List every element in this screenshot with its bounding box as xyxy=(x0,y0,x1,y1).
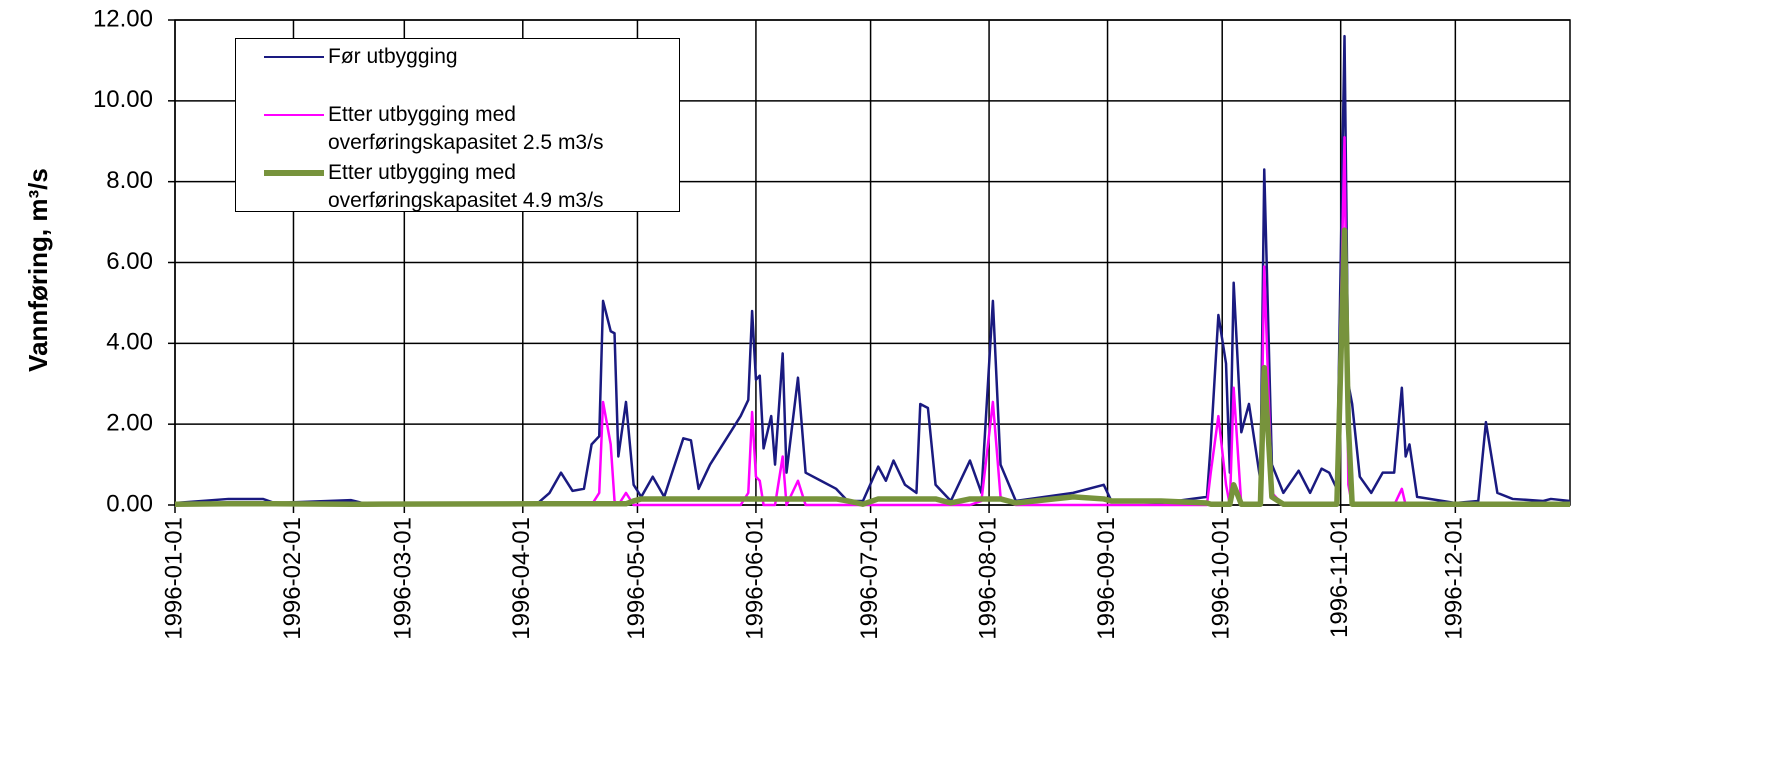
legend: Før utbygging Etter utbygging med overfør… xyxy=(235,38,680,212)
x-tick-label: 1996-04-01 xyxy=(508,517,535,640)
series-line xyxy=(174,227,1570,507)
legend-label: Etter utbygging med overføringskapasitet… xyxy=(328,161,604,212)
x-tick-label: 1996-07-01 xyxy=(856,517,883,640)
y-tick-label: 10.00 xyxy=(93,86,153,113)
y-tick-label: 4.00 xyxy=(106,329,153,356)
legend-label: Etter utbygging med overføringskapasitet… xyxy=(328,103,604,154)
legend-swatch xyxy=(264,170,324,176)
x-tick-label: 1996-05-01 xyxy=(623,517,650,640)
x-tick-label: 1996-09-01 xyxy=(1093,517,1120,640)
y-axis-title: Vannføring, m³/s xyxy=(23,168,53,372)
series-line xyxy=(174,34,1571,506)
x-tick-label: 1996-03-01 xyxy=(390,517,417,640)
x-tick-label: 1996-11-01 xyxy=(1326,517,1353,638)
y-tick-label: 8.00 xyxy=(106,167,153,194)
legend-label: Før utbygging xyxy=(328,45,458,68)
x-tick-label: 1996-08-01 xyxy=(974,517,1001,640)
x-tick-label: 1996-02-01 xyxy=(279,517,306,640)
y-tick-label: 12.00 xyxy=(93,5,153,32)
legend-swatch xyxy=(264,55,324,59)
x-tick-label: 1996-12-01 xyxy=(1441,517,1468,640)
legend-swatch xyxy=(264,113,324,117)
y-tick-label: 0.00 xyxy=(106,490,153,517)
y-tick-label: 2.00 xyxy=(106,410,153,437)
x-tick-label: 1996-01-01 xyxy=(160,517,187,640)
x-tick-label: 1996-06-01 xyxy=(741,517,768,640)
y-tick-label: 6.00 xyxy=(106,248,153,275)
x-tick-label: 1996-10-01 xyxy=(1208,517,1235,640)
